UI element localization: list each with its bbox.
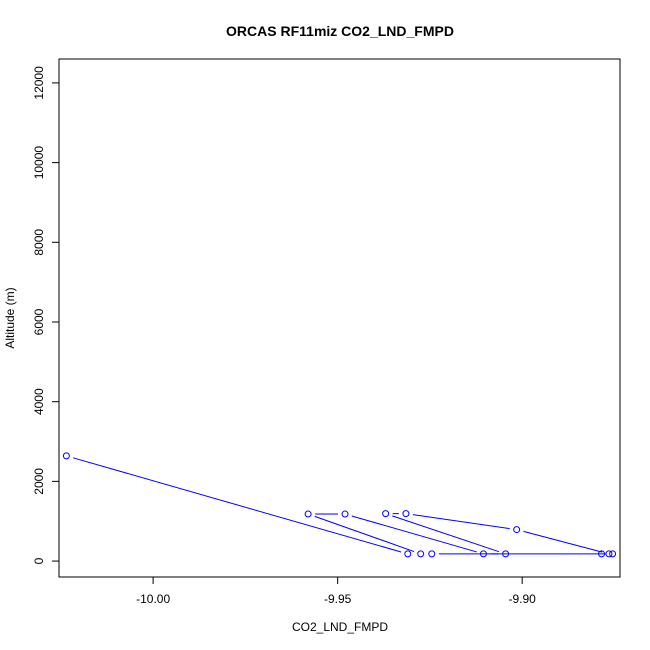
series-line-segment — [392, 515, 500, 553]
x-axis-label: CO2_LND_FMPD — [292, 620, 388, 634]
series-line-segment — [351, 515, 477, 553]
chart-title: ORCAS RF11miz CO2_LND_FMPD — [226, 23, 454, 39]
data-point — [502, 550, 510, 558]
data-point — [417, 550, 425, 558]
y-tick-label: 6000 — [32, 308, 46, 335]
series-line-segment — [72, 457, 402, 553]
data-point — [404, 550, 412, 558]
y-tick-label: 2000 — [32, 468, 46, 495]
data-point — [402, 510, 410, 518]
y-tick-label: 0 — [32, 557, 46, 564]
data-point — [341, 510, 349, 518]
y-tick-label: 8000 — [32, 229, 46, 256]
data-point — [513, 526, 521, 534]
plot-area — [62, 452, 617, 558]
y-tick-label: 12000 — [32, 66, 46, 100]
data-point — [479, 550, 487, 558]
plot-frame — [58, 58, 621, 578]
y-tick-label: 10000 — [32, 146, 46, 180]
series-line-segment — [412, 514, 510, 530]
data-point — [428, 550, 436, 558]
x-tick-label: -9.90 — [509, 592, 537, 606]
x-tick-label: -10.00 — [136, 592, 170, 606]
data-point — [598, 550, 606, 558]
data-point — [304, 510, 312, 518]
series-line-segment — [523, 530, 603, 553]
data-point — [605, 550, 613, 558]
x-tick-label: -9.95 — [324, 592, 352, 606]
data-point — [382, 510, 390, 518]
y-axis: 0 2000 4000 6000 8000 10000 12000 — [32, 66, 60, 564]
data-point — [62, 452, 70, 460]
series-line-segment — [314, 515, 415, 553]
data-point — [609, 550, 617, 558]
y-axis-label: Altitude (m) — [3, 287, 17, 348]
y-tick-label: 4000 — [32, 388, 46, 415]
x-axis: -10.00 -9.95 -9.90 — [136, 576, 537, 606]
